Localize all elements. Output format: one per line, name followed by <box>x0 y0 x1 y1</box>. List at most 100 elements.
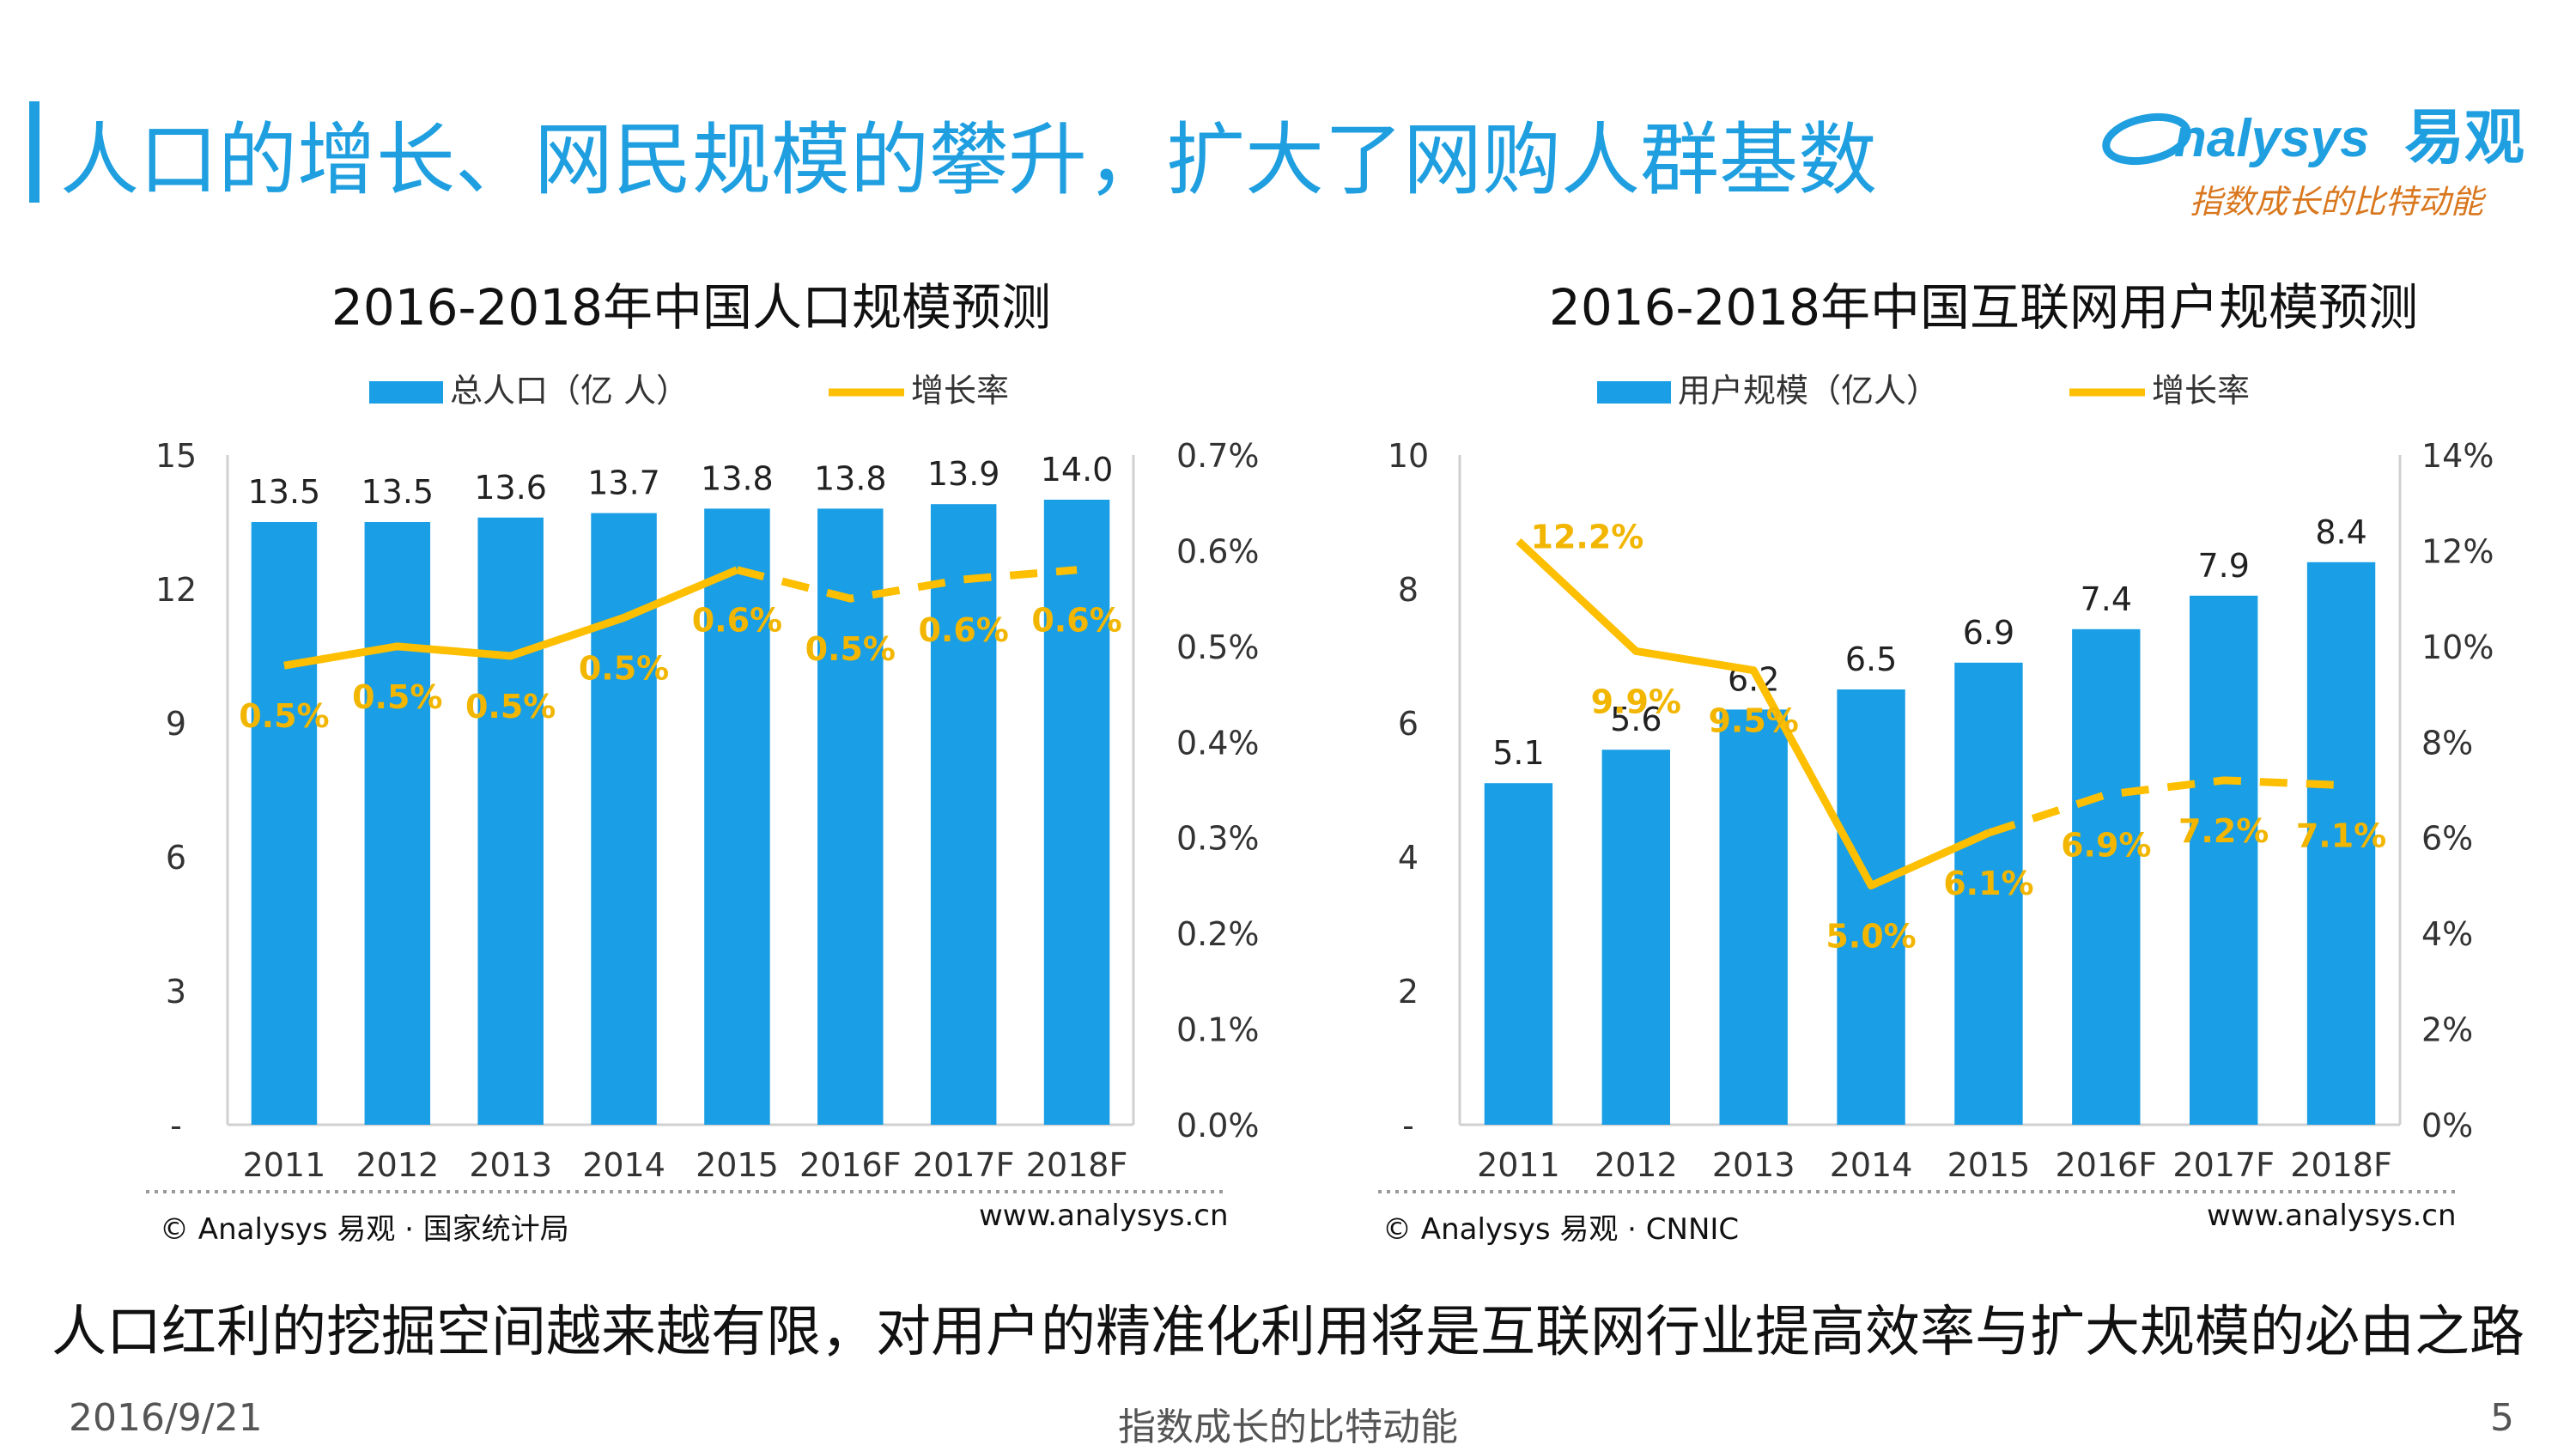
chart2-bar <box>1837 689 1905 1125</box>
conclusion-text: 人口红利的挖掘空间越来越有限，对用户的精准化利用将是互联网行业提高效率与扩大规模… <box>52 1301 2524 1364</box>
chart1-legend-bar-swatch <box>369 381 443 404</box>
logo-brand-cn: 易观 <box>2404 102 2524 173</box>
chart2-y-left-tick: 4 <box>1398 839 1419 877</box>
chart2-bar-label: 7.4 <box>2081 580 2132 618</box>
chart1-y-left-tick: 9 <box>166 705 186 743</box>
chart1-bar <box>704 508 770 1125</box>
chart1-y-left-tick: - <box>170 1107 182 1144</box>
chart2-bar <box>2306 562 2376 1125</box>
chart2-x-tick: 2018F <box>2290 1146 2392 1184</box>
chart2-x-tick: 2012 <box>1595 1146 1678 1184</box>
chart2-y-right-tick: 4% <box>2421 915 2473 953</box>
chart1-bar <box>930 504 997 1125</box>
chart1-line-label: 0.6% <box>692 602 782 640</box>
chart2-bar <box>1601 750 1671 1125</box>
chart2-line-label: 9.5% <box>1708 702 1798 740</box>
chart2-bar-label: 5.1 <box>1492 734 1544 772</box>
chart1-bar-label: 13.8 <box>814 459 887 497</box>
chart2-y-left-tick: 8 <box>1398 571 1419 609</box>
chart2-growth-line-solid <box>1516 538 1990 889</box>
chart2-line-label: 12.2% <box>1531 518 1644 556</box>
chart2-bar-label: 6.5 <box>1845 641 1897 678</box>
chart1-y-right-tick: 0.5% <box>1176 628 1260 666</box>
footer-date: 2016/9/21 <box>69 1396 263 1440</box>
chart1-y-right-tick: 0.3% <box>1176 820 1260 858</box>
title-accent-bar <box>29 101 39 203</box>
chart2-y-left-tick: 2 <box>1398 973 1419 1011</box>
chart1-bar-label: 13.7 <box>587 464 660 502</box>
chart2-x-tick: 2011 <box>1477 1146 1560 1184</box>
chart1-x-tick: 2018F <box>1026 1146 1128 1184</box>
chart1-line-label: 0.5% <box>239 697 329 735</box>
chart1-growth-line-forecast <box>736 566 1078 603</box>
chart2-y-right-tick: 6% <box>2421 820 2473 858</box>
chart2-y-right-tick: 14% <box>2421 437 2494 475</box>
chart2-growth-line-forecast <box>1987 776 2342 837</box>
chart1-bar-label: 13.5 <box>361 473 434 511</box>
chart1-y-right-tick: 0.7% <box>1176 437 1260 475</box>
chart2-y-right-tick: 8% <box>2421 724 2473 762</box>
chart2-y-left-tick: - <box>1402 1107 1414 1144</box>
chart1-line-label: 0.5% <box>805 630 896 668</box>
slide-title: 人口的增长、网民规模的攀升，扩大了网购人群基数 <box>60 114 1878 206</box>
chart2-bar <box>1954 662 2023 1125</box>
analysys-logo: nalysys 易观 指数成长的比特动能 <box>2102 102 2524 221</box>
chart1-bar-label: 13.8 <box>701 459 774 497</box>
chart1-x-tick: 2017F <box>913 1146 1015 1184</box>
chart1-y-left-tick: 12 <box>155 571 197 609</box>
chart2-x-tick: 2016F <box>2056 1146 2158 1184</box>
chart2-line-label: 9.9% <box>1591 683 1681 720</box>
chart1-x-tick: 2011 <box>243 1146 326 1184</box>
logo-brand: nalysys <box>2174 109 2370 168</box>
chart2-title: 2016-2018年中国互联网用户规模预测 <box>1549 278 2418 337</box>
chart1-y-left-tick: 6 <box>166 839 186 877</box>
chart1-bar <box>817 508 884 1125</box>
footer-tagline: 指数成长的比特动能 <box>1118 1405 1458 1449</box>
chart2-y-right-tick: 2% <box>2421 1011 2473 1049</box>
chart2-x-tick: 2017F <box>2172 1146 2275 1184</box>
logo-swoosh-icon <box>2102 112 2191 166</box>
chart1-x-tick: 2013 <box>469 1146 552 1184</box>
chart2-legend-line-label: 增长率 <box>2152 372 2250 410</box>
chart1-bar-label: 13.9 <box>927 455 1000 493</box>
chart2-bar-label: 6.9 <box>1963 614 2014 652</box>
chart1-y-right-tick: 0.6% <box>1176 532 1260 570</box>
chart2-line-label: 5.0% <box>1826 917 1916 955</box>
chart2-line-label: 7.2% <box>2178 812 2269 850</box>
chart1-y-right-tick: 0.1% <box>1176 1011 1260 1049</box>
chart2-x-tick: 2014 <box>1830 1146 1913 1184</box>
chart2-y-right-tick: 0% <box>2421 1107 2473 1144</box>
chart2-y-left-tick: 10 <box>1388 437 1429 475</box>
chart2-bar <box>1719 709 1788 1125</box>
chart1-site: www.analysys.cn <box>979 1199 1229 1233</box>
chart1-source: © Analysys 易观 · 国家统计局 <box>160 1212 569 1247</box>
chart1-line-label: 0.5% <box>465 688 556 726</box>
chart1-line-label: 0.6% <box>1031 602 1121 640</box>
chart2-x-tick: 2015 <box>1947 1146 2031 1184</box>
chart1-bar <box>1043 500 1110 1125</box>
chart1-growth-line-solid <box>283 566 739 670</box>
chart2-line-label: 6.1% <box>1943 865 2033 902</box>
chart1-x-tick: 2012 <box>355 1146 439 1184</box>
chart1-bar-label: 13.6 <box>474 469 547 507</box>
chart2-source: © Analysys 易观 · CNNIC <box>1382 1212 1740 1247</box>
chart2-bar <box>2072 628 2141 1125</box>
chart2-x-tick: 2013 <box>1712 1146 1795 1184</box>
chart1-legend-bar-label: 总人口（亿 人） <box>450 372 689 410</box>
chart2-line-label: 6.9% <box>2061 827 2151 865</box>
chart1-y-right-tick: 0.2% <box>1176 915 1260 953</box>
chart1-legend-line-label: 增长率 <box>911 372 1009 410</box>
chart1-x-tick: 2014 <box>582 1146 665 1184</box>
chart2-bar <box>1484 783 1553 1125</box>
chart2-legend-bar-swatch <box>1597 381 1671 404</box>
chart1-bar-label: 14.0 <box>1041 451 1114 489</box>
chart2-line-label: 7.1% <box>2296 817 2386 854</box>
chart2-legend-bar-label: 用户规模（亿人） <box>1678 372 1939 410</box>
page-number: 5 <box>2490 1396 2514 1440</box>
chart2-y-right-tick: 12% <box>2421 532 2494 570</box>
chart1-y-right-tick: 0.0% <box>1176 1107 1260 1144</box>
chart2-y-left-tick: 6 <box>1398 705 1419 743</box>
chart2-bar-label: 8.4 <box>2315 513 2366 551</box>
chart1-x-tick: 2016F <box>799 1146 902 1184</box>
chart1-y-left-tick: 3 <box>166 973 186 1011</box>
